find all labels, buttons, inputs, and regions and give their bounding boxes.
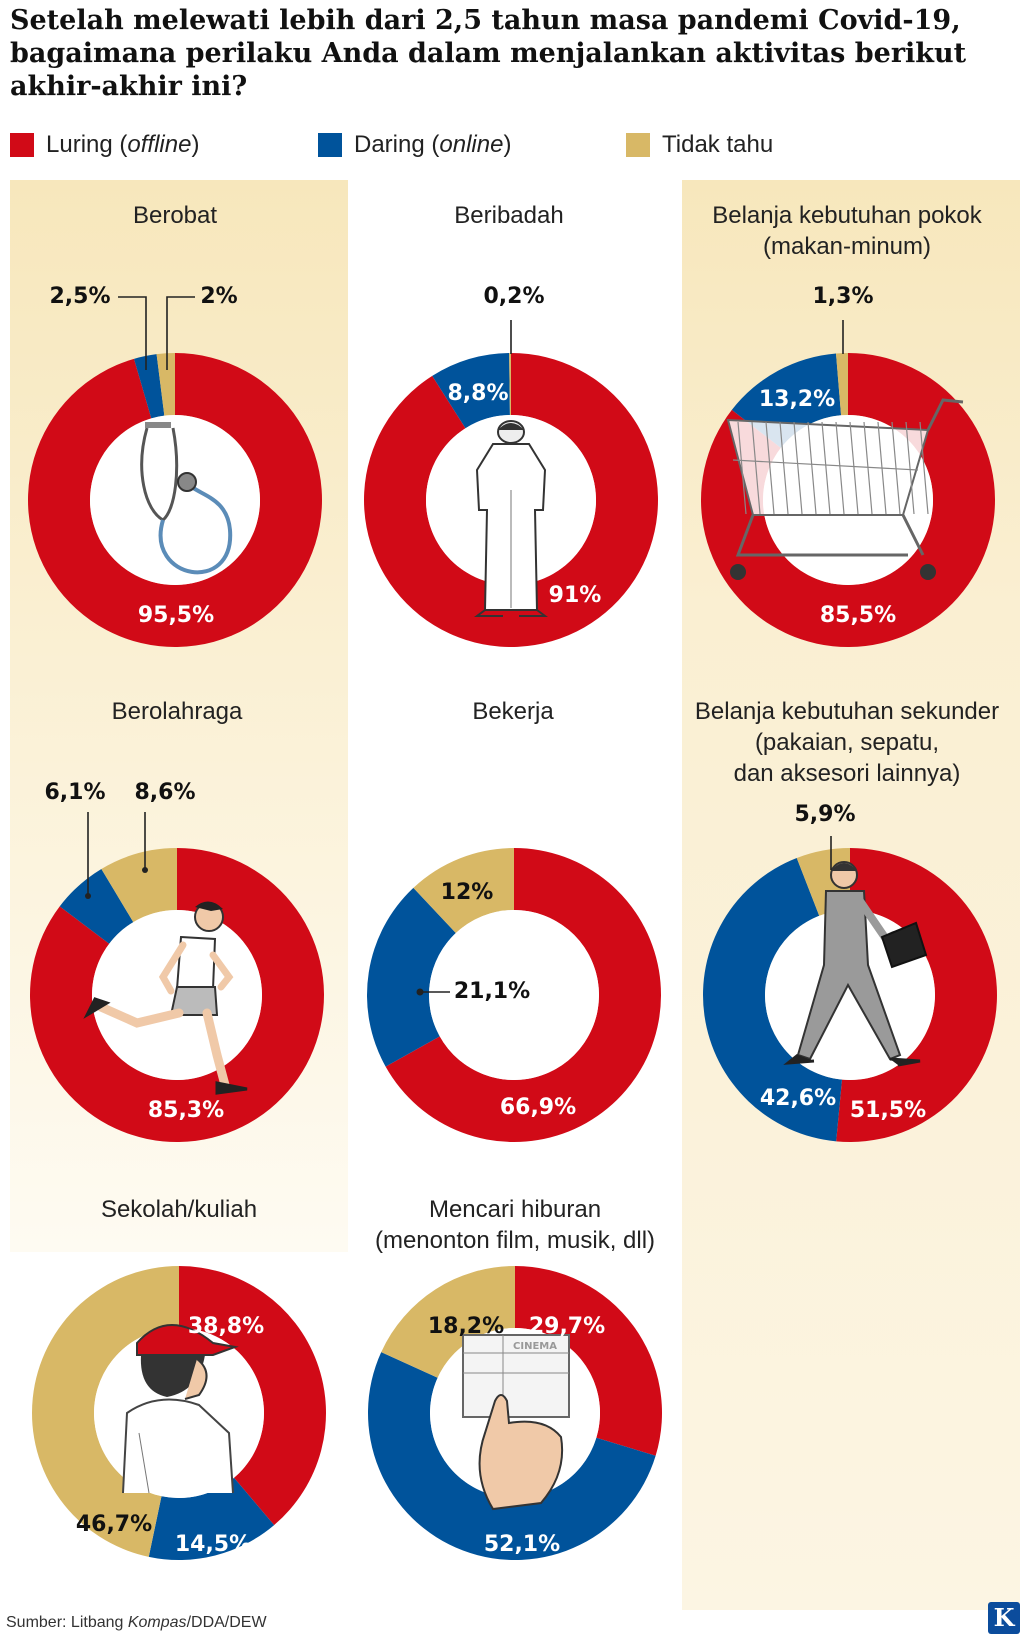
legend-swatch-tidak-tahu — [626, 133, 650, 157]
slice-daring — [367, 1352, 656, 1561]
donut-chart-6: 51,5% 42,6% 5,9% — [702, 802, 997, 1142]
legend-label-luring: Luring — [46, 131, 113, 158]
source-note: Sumber: Litbang Kompas/DDA/DEW — [6, 1614, 267, 1631]
panel-title-berolahraga: Berolahraga — [111, 698, 243, 725]
slice-tidak-tahu — [836, 353, 848, 416]
slice-tidak-tahu — [101, 848, 177, 923]
donut-chart-8: CINEMA 29,7% 52,1% 18,2% — [367, 1266, 662, 1561]
data-label-luring: 91% — [549, 583, 602, 608]
panel-title-belanja-sekunder: Belanja kebutuhan sekunder (pakaian, sep… — [694, 698, 1000, 787]
data-label-tidak-tahu: 12% — [441, 880, 494, 905]
data-label-daring: 52,1% — [484, 1532, 560, 1557]
runner-icon — [83, 901, 248, 1095]
cinema-ticket-icon: CINEMA — [462, 1334, 570, 1511]
slice-luring — [27, 353, 322, 647]
data-label-luring: 38,8% — [188, 1314, 264, 1339]
data-label-daring: 42,6% — [760, 1086, 836, 1111]
slice-tidak-tahu — [31, 1266, 180, 1557]
data-label-tidak-tahu: 2% — [200, 284, 237, 309]
data-label-daring: 2,5% — [49, 284, 110, 309]
data-label-daring: 13,2% — [759, 387, 835, 412]
panel-title-beribadah: Beribadah — [454, 202, 564, 229]
donut-chart-4: 85,3% 6,1% 8,6% — [30, 780, 325, 1143]
data-label-luring: 29,7% — [529, 1314, 605, 1339]
panel-title-sekolah: Sekolah/kuliah — [100, 1196, 258, 1223]
leader-line-tidak-tahu — [166, 296, 195, 370]
donut-chart-7: 38,8% 14,5% 46,7% — [31, 1266, 326, 1560]
donut-chart-2: 91% 8,8% 0,2% — [363, 284, 659, 647]
slice-daring — [367, 887, 456, 1067]
kompas-logo: K — [988, 1602, 1020, 1634]
stethoscope-icon — [140, 422, 233, 575]
data-label-tidak-tahu: 8,6% — [134, 780, 195, 805]
slice-daring — [148, 1477, 275, 1560]
student-icon — [122, 1324, 239, 1494]
slice-daring — [432, 353, 510, 429]
shopping-cart-icon — [726, 398, 964, 580]
data-label-tidak-tahu: 0,2% — [483, 284, 544, 309]
data-label-luring: 95,5% — [138, 603, 214, 628]
panel-title-bekerja: Bekerja — [472, 698, 554, 725]
slice-daring — [59, 868, 134, 944]
cinema-ticket-text: CINEMA — [513, 1341, 557, 1352]
panel-title-berobat: Berobat — [132, 202, 218, 229]
panel-title-belanja-pokok: Belanja kebutuhan pokok (makan-minum) — [712, 202, 982, 260]
data-label-tidak-tahu: 1,3% — [812, 284, 873, 309]
legend-label-daring: Daring — [354, 131, 425, 158]
businessman-icon — [783, 861, 928, 1067]
slice-luring — [515, 1266, 662, 1456]
donut-chart-3: 85,5% 13,2% 1,3% — [700, 284, 995, 647]
legend-item-tidak-tahu: Tidak tahu — [626, 128, 773, 162]
leader-dot — [142, 867, 148, 873]
slice-luring — [363, 353, 659, 647]
praying-man-icon — [474, 420, 548, 617]
legend-swatch-luring — [10, 133, 34, 157]
page-title: Setelah melewati lebih dari 2,5 tahun ma… — [10, 5, 967, 102]
donut-hole — [429, 910, 599, 1080]
donut-chart-1: 95,5% 2,5% 2% — [27, 284, 322, 647]
legend-sub-luring: offline — [127, 131, 192, 158]
data-label-luring: 85,5% — [820, 603, 896, 628]
data-label-tidak-tahu: 46,7% — [76, 1512, 152, 1537]
slice-tidak-tahu — [509, 353, 511, 416]
leader-dot — [416, 988, 424, 996]
leader-dot — [85, 893, 91, 899]
data-label-daring: 21,1% — [454, 979, 530, 1004]
legend-item-daring: Daring (online) — [318, 128, 511, 162]
panel-title-hiburan: Mencari hiburan (menonton film, musik, d… — [374, 1196, 656, 1254]
slice-luring — [385, 848, 662, 1142]
slice-tidak-tahu — [156, 353, 175, 416]
legend-swatch-daring — [318, 133, 342, 157]
legend-item-luring: Luring (offline) — [10, 128, 199, 162]
slice-tidak-tahu — [413, 848, 514, 934]
legend-sub-daring: online — [439, 131, 504, 158]
data-label-tidak-tahu: 18,2% — [428, 1314, 504, 1339]
legend-label-tidak-tahu: Tidak tahu — [662, 131, 774, 158]
slice-luring — [30, 848, 325, 1143]
data-label-daring: 6,1% — [44, 780, 105, 805]
slice-daring — [133, 354, 165, 419]
donut-chart-5: 66,9% 21,1% 12% — [367, 848, 662, 1142]
data-label-daring: 8,8% — [447, 381, 508, 406]
slice-luring — [179, 1266, 326, 1526]
data-label-luring: 51,5% — [850, 1098, 926, 1123]
slice-luring — [836, 848, 997, 1142]
leader-line-daring — [118, 296, 147, 370]
data-label-luring: 85,3% — [148, 1098, 224, 1123]
data-label-daring: 14,5% — [175, 1532, 251, 1557]
data-label-tidak-tahu: 5,9% — [794, 802, 855, 827]
data-label-luring: 66,9% — [500, 1095, 576, 1120]
slice-daring — [702, 857, 843, 1142]
slice-tidak-tahu — [381, 1266, 515, 1378]
donut-hole — [90, 415, 260, 585]
